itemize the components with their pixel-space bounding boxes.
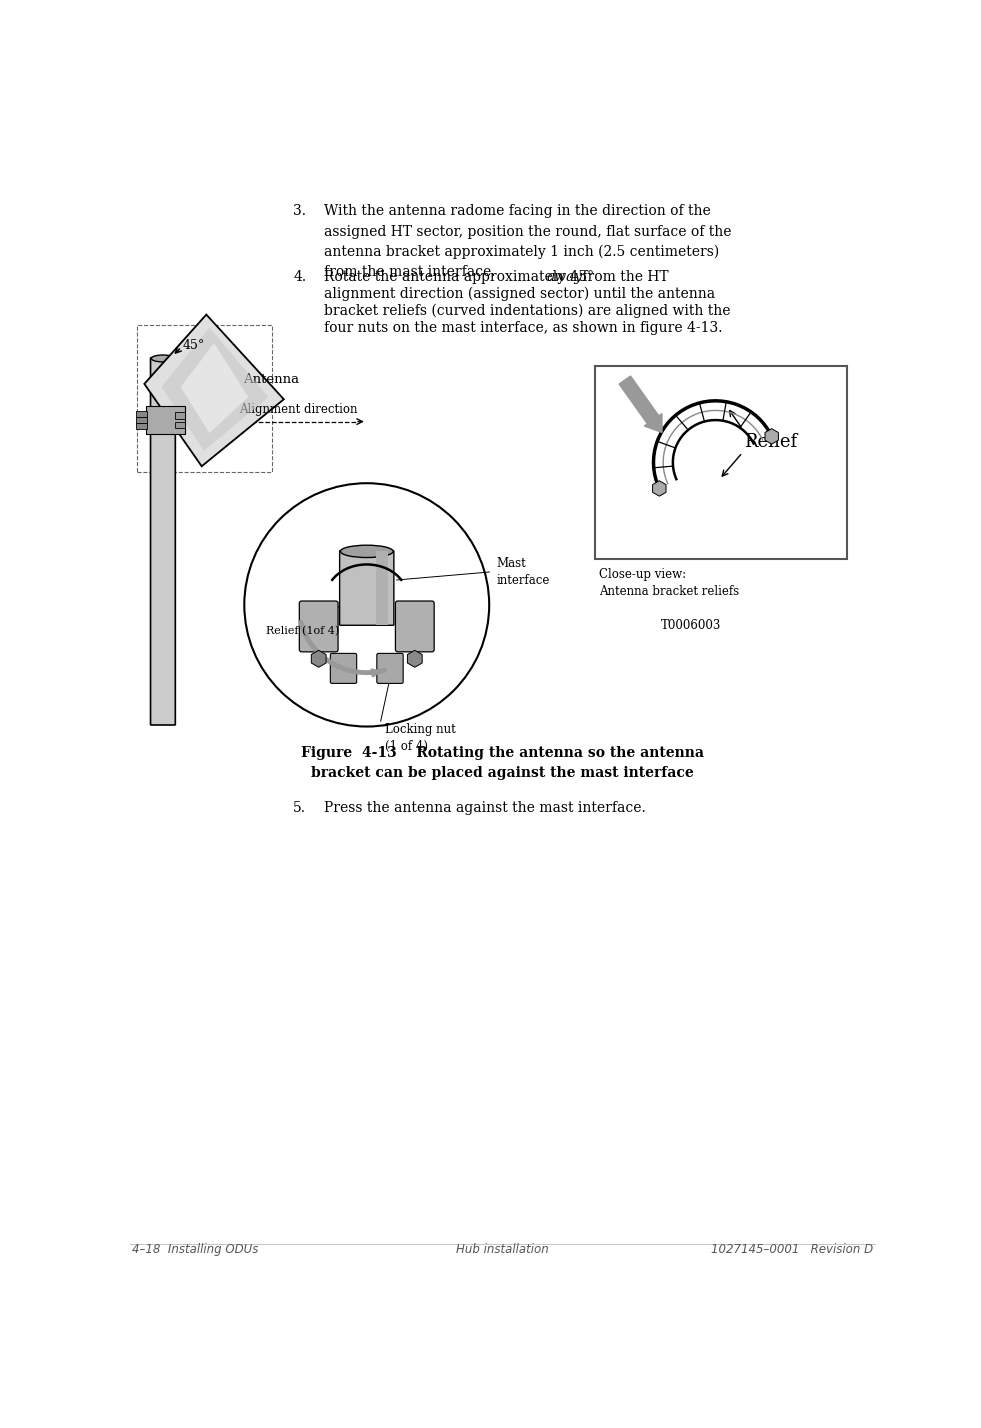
Text: alignment direction (assigned sector) until the antenna: alignment direction (assigned sector) un… <box>324 287 715 301</box>
Bar <box>175 413 185 418</box>
Polygon shape <box>144 314 284 467</box>
FancyBboxPatch shape <box>331 654 357 684</box>
Text: 4.: 4. <box>293 270 306 284</box>
Text: With the antenna radome facing in the direction of the
assigned HT sector, posit: With the antenna radome facing in the di… <box>324 204 732 280</box>
Ellipse shape <box>151 356 175 361</box>
Text: four nuts on the mast interface, as shown in figure 4-13.: four nuts on the mast interface, as show… <box>324 321 723 336</box>
FancyBboxPatch shape <box>339 551 394 625</box>
Text: T0006003: T0006003 <box>661 618 722 631</box>
Text: 45°: 45° <box>182 338 205 351</box>
FancyBboxPatch shape <box>299 601 338 651</box>
Text: Press the antenna against the mast interface.: Press the antenna against the mast inter… <box>324 801 645 815</box>
Circle shape <box>244 483 490 727</box>
Text: bracket can be placed against the mast interface: bracket can be placed against the mast i… <box>311 765 694 780</box>
Bar <box>595 366 848 558</box>
Text: Alignment direction: Alignment direction <box>239 403 357 416</box>
Text: Antenna: Antenna <box>242 373 299 386</box>
Polygon shape <box>162 327 269 451</box>
Bar <box>146 406 184 434</box>
Polygon shape <box>181 343 248 433</box>
Text: Locking nut
(1 of 4): Locking nut (1 of 4) <box>385 723 455 753</box>
FancyBboxPatch shape <box>377 654 403 684</box>
Ellipse shape <box>340 545 393 557</box>
Bar <box>135 417 146 423</box>
Text: Mast
interface: Mast interface <box>496 557 549 587</box>
Text: Figure  4-13    Rotating the antenna so the antenna: Figure 4-13 Rotating the antenna so the … <box>301 745 704 760</box>
FancyArrow shape <box>619 376 662 433</box>
Text: 3.: 3. <box>293 204 306 218</box>
Text: away: away <box>546 270 583 284</box>
Bar <box>136 326 272 471</box>
Bar <box>135 423 146 430</box>
Text: from the HT: from the HT <box>579 270 669 284</box>
FancyBboxPatch shape <box>395 601 435 651</box>
Bar <box>135 411 146 417</box>
Text: Relief: Relief <box>745 433 798 451</box>
Text: 5.: 5. <box>293 801 306 815</box>
Text: Rotate the antenna approximately 45°: Rotate the antenna approximately 45° <box>324 270 598 284</box>
FancyBboxPatch shape <box>150 357 176 725</box>
Text: 1027145–0001   Revision D: 1027145–0001 Revision D <box>711 1242 874 1255</box>
Bar <box>376 551 387 624</box>
Bar <box>175 421 185 428</box>
Text: Relief (1of 4): Relief (1of 4) <box>266 625 339 635</box>
Text: bracket reliefs (curved indentations) are aligned with the: bracket reliefs (curved indentations) ar… <box>324 304 731 318</box>
Text: 4–18  Installing ODUs: 4–18 Installing ODUs <box>131 1242 258 1255</box>
Text: Close-up view:
Antenna bracket reliefs: Close-up view: Antenna bracket reliefs <box>599 568 740 598</box>
Text: Hub installation: Hub installation <box>456 1242 549 1255</box>
